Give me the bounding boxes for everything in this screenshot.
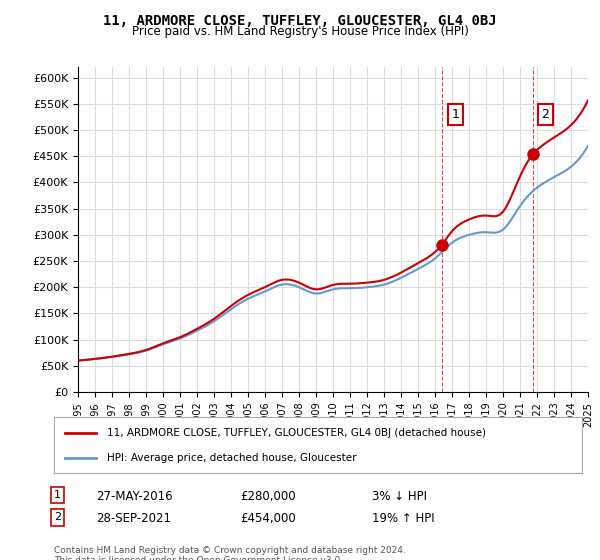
Text: 1: 1 bbox=[54, 490, 61, 500]
Text: Contains HM Land Registry data © Crown copyright and database right 2024.
This d: Contains HM Land Registry data © Crown c… bbox=[54, 546, 406, 560]
Text: 11, ARDMORE CLOSE, TUFFLEY, GLOUCESTER, GL4 0BJ (detached house): 11, ARDMORE CLOSE, TUFFLEY, GLOUCESTER, … bbox=[107, 428, 486, 438]
Text: HPI: Average price, detached house, Gloucester: HPI: Average price, detached house, Glou… bbox=[107, 452, 356, 463]
Text: 11, ARDMORE CLOSE, TUFFLEY, GLOUCESTER, GL4 0BJ: 11, ARDMORE CLOSE, TUFFLEY, GLOUCESTER, … bbox=[103, 14, 497, 28]
Text: £454,000: £454,000 bbox=[240, 512, 296, 525]
Text: 2: 2 bbox=[542, 108, 550, 121]
Text: 27-MAY-2016: 27-MAY-2016 bbox=[96, 490, 173, 503]
Text: 1: 1 bbox=[451, 108, 460, 121]
Text: 2: 2 bbox=[54, 512, 61, 522]
Text: 19% ↑ HPI: 19% ↑ HPI bbox=[372, 512, 434, 525]
Text: Price paid vs. HM Land Registry's House Price Index (HPI): Price paid vs. HM Land Registry's House … bbox=[131, 25, 469, 38]
Text: 28-SEP-2021: 28-SEP-2021 bbox=[96, 512, 171, 525]
Text: 3% ↓ HPI: 3% ↓ HPI bbox=[372, 490, 427, 503]
Text: £280,000: £280,000 bbox=[240, 490, 296, 503]
